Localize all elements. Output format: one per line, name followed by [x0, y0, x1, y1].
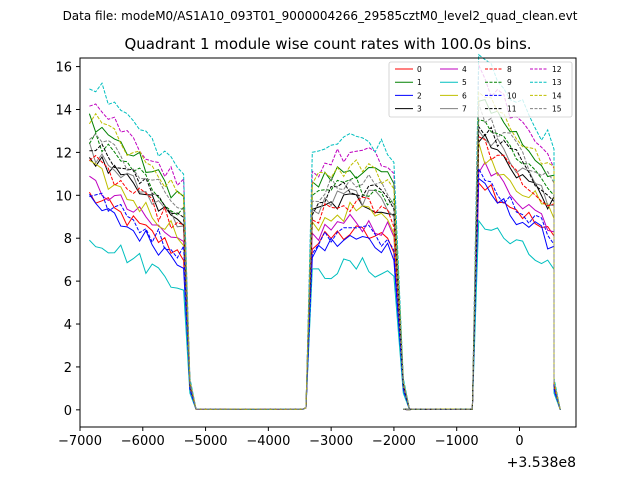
x-tick-label: −7000: [58, 434, 102, 449]
y-tick-label: 0: [64, 404, 72, 419]
legend-label-3: 3: [417, 105, 422, 114]
legend-label-11: 11: [507, 105, 517, 114]
series-line-11: [89, 125, 561, 411]
y-tick-label: 14: [55, 103, 72, 118]
y-tick-label: 6: [64, 275, 72, 290]
legend-label-5: 5: [462, 78, 467, 87]
legend-label-14: 14: [552, 91, 562, 100]
x-tick-label: −6000: [121, 434, 165, 449]
series-line-12: [89, 64, 561, 411]
legend-label-0: 0: [417, 65, 422, 74]
legend-label-13: 13: [552, 78, 562, 87]
legend-label-9: 9: [507, 78, 512, 87]
series-line-9: [88, 119, 561, 411]
legend-label-10: 10: [507, 91, 517, 100]
x-axis: −7000 −6000 −5000 −4000 −3000 −2000 −1000 0: [58, 427, 524, 449]
plot-frame: [79, 57, 577, 428]
y-axis: 0 2 4 6 8 10 12 14 16: [55, 61, 80, 419]
legend-label-1: 1: [417, 78, 422, 87]
x-tick-label: −3000: [309, 434, 353, 449]
series-line-10: [89, 166, 561, 411]
legend-label-2: 2: [417, 91, 422, 100]
x-tick-label: 0: [515, 434, 523, 449]
legend-label-12: 12: [552, 65, 562, 74]
legend-label-15: 15: [552, 105, 562, 114]
series-line-8: [89, 136, 561, 411]
series-line-2: [88, 177, 561, 411]
data-file-header: Data file: modeM0/AS1A10_093T01_90000042…: [63, 9, 578, 23]
legend-label-8: 8: [507, 65, 512, 74]
x-tick-label: −2000: [372, 434, 416, 449]
series-line-15: [89, 103, 561, 411]
x-tick-label: −5000: [184, 434, 228, 449]
y-tick-label: 4: [64, 318, 72, 333]
x-offset-label: +3.538e8: [507, 455, 576, 471]
y-tick-label: 10: [55, 189, 72, 204]
series-line-3: [88, 133, 561, 411]
y-tick-label: 8: [64, 232, 72, 247]
y-tick-label: 2: [64, 361, 72, 376]
legend-label-6: 6: [462, 91, 467, 100]
x-tick-label: −1000: [435, 434, 479, 449]
chart-title: Quadrant 1 module wise count rates with …: [124, 35, 531, 53]
legend-frame: [388, 61, 573, 118]
x-tick-label: −4000: [246, 434, 290, 449]
series-line-5: [89, 219, 561, 411]
y-tick-label: 12: [55, 146, 72, 161]
series-line-1: [88, 99, 561, 411]
y-tick-label: 16: [55, 61, 72, 76]
legend-label-4: 4: [462, 65, 467, 74]
series-line-7: [88, 129, 561, 411]
series-line-4: [89, 161, 561, 411]
legend-label-7: 7: [462, 105, 467, 114]
